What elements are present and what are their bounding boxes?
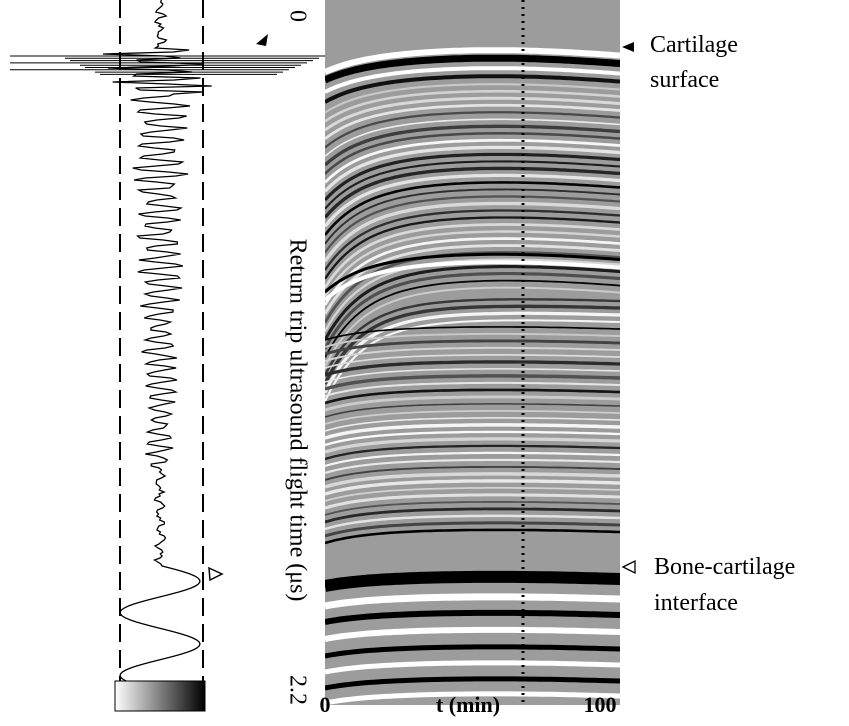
stripe — [325, 173, 620, 228]
annotation-line: Cartilage — [650, 32, 738, 58]
stripe — [325, 89, 620, 123]
stripe — [325, 479, 620, 496]
stripe — [325, 258, 620, 332]
cartilage-surface-marker — [622, 42, 634, 52]
stripe — [325, 332, 620, 348]
stripe — [325, 223, 620, 289]
y-top-label: 0 — [284, 10, 310, 22]
stripe — [325, 279, 620, 358]
stripe — [325, 201, 620, 263]
stripe — [325, 111, 620, 149]
stripe — [325, 339, 620, 356]
stripe — [325, 181, 620, 236]
stripe — [325, 403, 620, 418]
stripe — [325, 410, 620, 425]
surface-marker — [256, 34, 268, 46]
x-end-label: 100 — [584, 692, 617, 717]
stripe — [325, 54, 620, 84]
stripe — [325, 195, 620, 254]
stripe — [325, 493, 620, 510]
y-bottom-label: 2.2 — [284, 675, 310, 705]
stripe — [325, 660, 620, 675]
stripe — [325, 472, 620, 489]
stripe — [325, 626, 620, 642]
stripe — [325, 500, 620, 516]
stripe — [325, 265, 620, 341]
stripe — [325, 319, 620, 402]
stripe — [325, 465, 620, 481]
stripe — [325, 437, 620, 454]
annotation-line: interface — [654, 590, 738, 616]
a-scan-waveform — [10, 0, 325, 701]
gray-scale-bar — [114, 680, 206, 712]
stripe — [325, 74, 620, 104]
stripe — [325, 160, 620, 210]
stripe — [325, 487, 620, 502]
stripe — [325, 145, 620, 193]
stripe — [325, 103, 620, 140]
stripe — [325, 298, 620, 376]
stripe — [325, 451, 620, 468]
stripe — [325, 230, 620, 297]
x-axis-title: t (min) — [436, 692, 500, 717]
interface-arrow-marker — [621, 559, 636, 575]
stripe — [325, 216, 620, 280]
stripe — [325, 381, 620, 397]
stripe — [325, 83, 620, 114]
stripe — [325, 644, 620, 659]
stripe — [325, 152, 620, 202]
stripe — [325, 138, 620, 184]
stripe — [325, 354, 620, 369]
stripe — [325, 237, 620, 306]
stripe — [325, 691, 620, 705]
stripe — [325, 260, 620, 302]
stripe — [325, 311, 620, 394]
stripe — [325, 395, 620, 412]
stripe — [325, 124, 620, 167]
stripe — [325, 528, 620, 545]
stripe — [325, 166, 620, 219]
annotation-line: surface — [650, 67, 719, 93]
stripe — [325, 417, 620, 432]
annotation-line: Bone-cartilage — [654, 554, 795, 580]
stripe — [325, 676, 620, 691]
stripe — [325, 514, 620, 531]
stripe — [325, 304, 620, 385]
stripe — [325, 272, 620, 350]
stripe — [325, 423, 620, 440]
stripe — [325, 388, 620, 405]
waveform-trace — [102, 0, 212, 701]
stripe — [325, 360, 620, 377]
stripe — [325, 593, 620, 610]
stripe — [325, 96, 620, 132]
stripe — [325, 252, 620, 294]
stripe — [325, 444, 620, 461]
stripe — [325, 507, 620, 524]
x-start-label: 0 — [320, 692, 331, 717]
stripe — [325, 209, 620, 271]
stripe — [325, 609, 620, 625]
stripe — [325, 118, 620, 157]
stripe — [325, 430, 620, 447]
stripe — [325, 47, 620, 75]
interface-marker — [208, 566, 224, 582]
stripe — [325, 132, 620, 175]
stripe — [325, 66, 620, 94]
m-mode-stripes — [325, 47, 620, 705]
stripe — [325, 521, 620, 538]
stripe — [325, 188, 620, 245]
y-axis-title: Return trip ultrasound flight time (μs) — [284, 239, 310, 602]
stripe — [325, 368, 620, 383]
stripe — [325, 346, 620, 362]
stripe — [325, 570, 620, 592]
stripe — [325, 326, 620, 341]
stripe — [325, 286, 620, 367]
stripe — [325, 458, 620, 475]
stripe — [325, 374, 620, 391]
